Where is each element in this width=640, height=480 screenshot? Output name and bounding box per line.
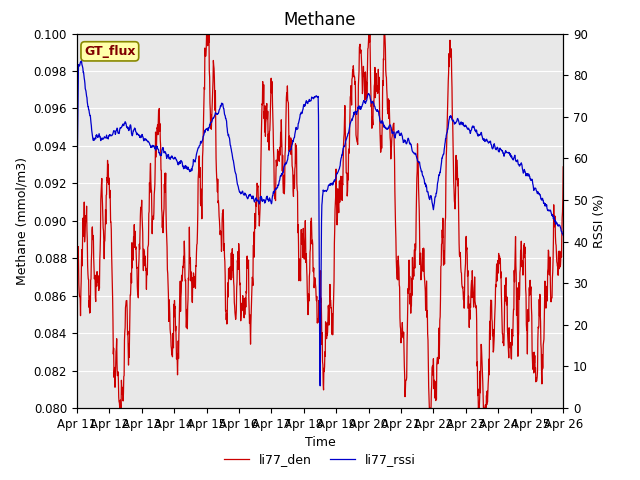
li77_rssi: [182, 164, 189, 170]
li77_rssi: [559, 232, 567, 238]
li77_rssi: [502, 149, 510, 155]
li77_rssi: [73, 197, 81, 203]
Y-axis label: RSSI (%): RSSI (%): [593, 194, 606, 248]
li77_rssi: [460, 120, 467, 126]
Title: Methane: Methane: [284, 11, 356, 29]
li77_den: [116, 405, 124, 411]
li77_den: [182, 278, 189, 284]
Line: li77_rssi: li77_rssi: [77, 61, 563, 386]
li77_den: [396, 284, 403, 290]
li77_den: [203, 31, 211, 36]
li77_rssi: [396, 132, 403, 138]
Y-axis label: Methane (mmol/m3): Methane (mmol/m3): [15, 157, 28, 285]
li77_den: [170, 345, 177, 351]
li77_rssi: [316, 383, 324, 389]
li77_den: [502, 275, 510, 281]
li77_den: [559, 164, 567, 170]
li77_rssi: [170, 156, 177, 161]
li77_den: [460, 290, 467, 296]
li77_rssi: [77, 58, 85, 64]
Legend: li77_den, li77_rssi: li77_den, li77_rssi: [219, 448, 421, 471]
Line: li77_den: li77_den: [77, 34, 563, 408]
li77_den: [73, 272, 81, 277]
X-axis label: Time: Time: [305, 436, 335, 449]
li77_den: [236, 280, 244, 286]
li77_rssi: [236, 189, 244, 194]
Text: GT_flux: GT_flux: [84, 45, 136, 58]
